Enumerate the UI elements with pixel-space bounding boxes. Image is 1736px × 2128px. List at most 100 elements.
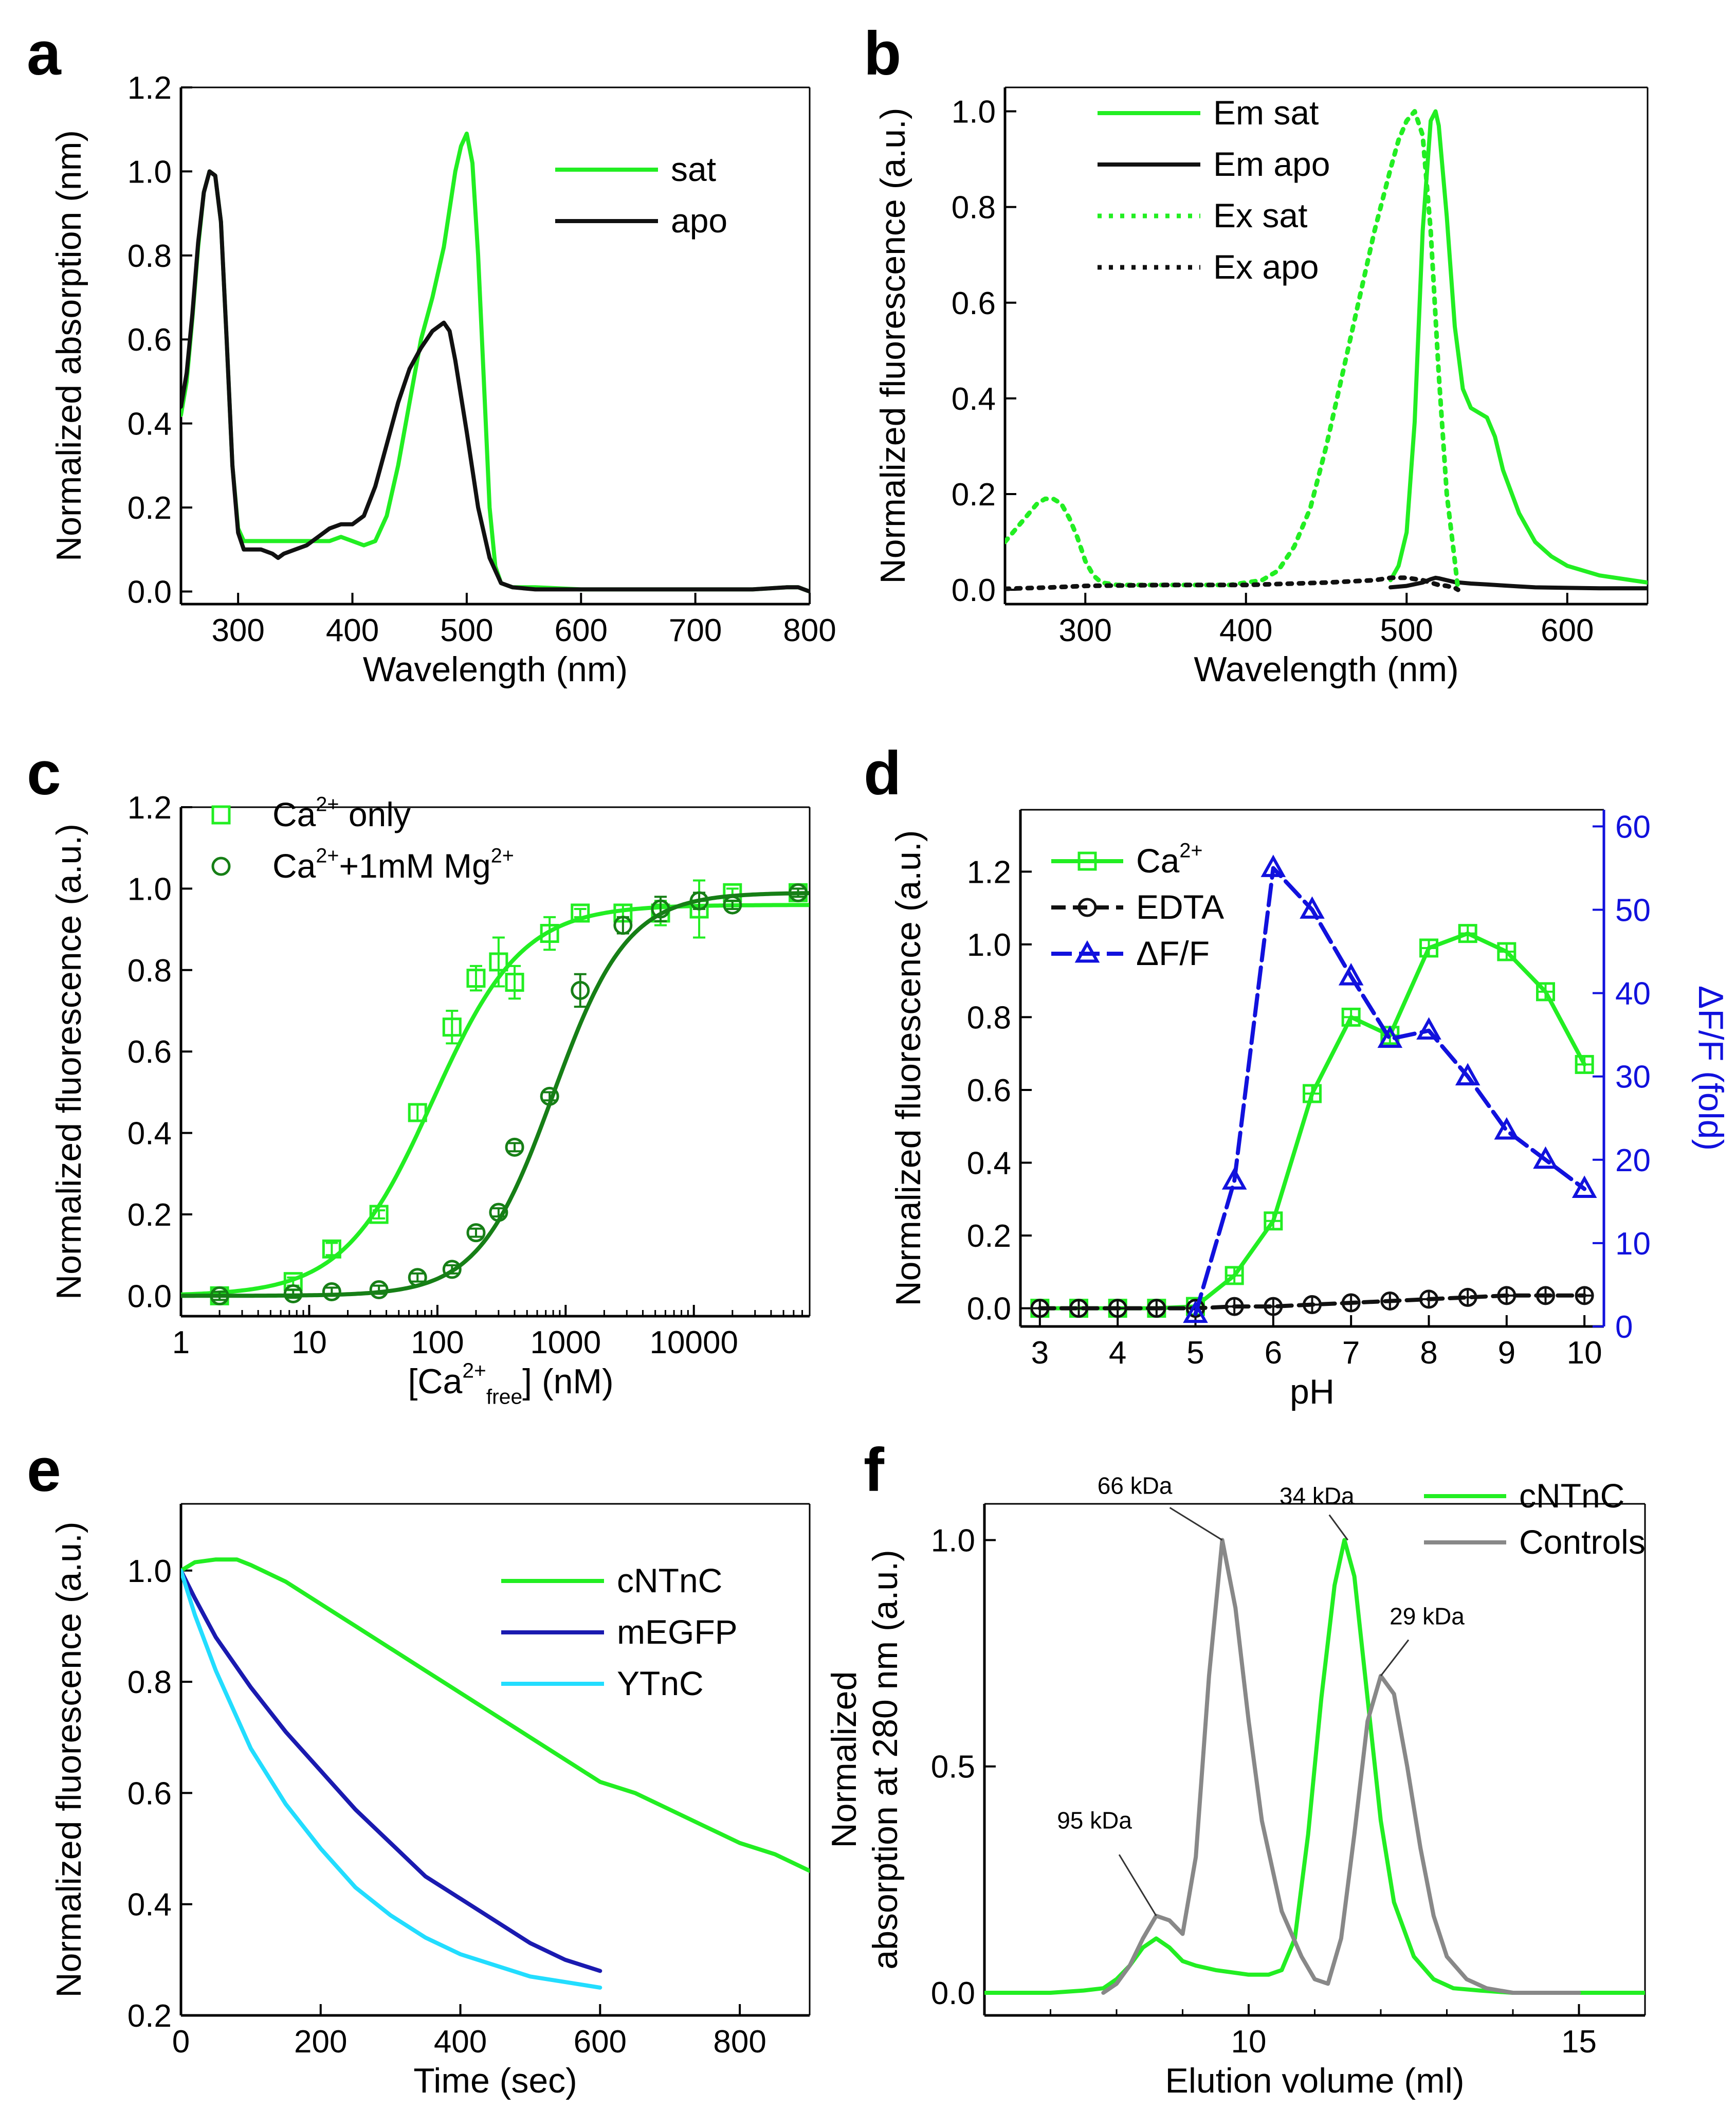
x-tick-label: 10 bbox=[1567, 1335, 1602, 1371]
right-tick-label: 20 bbox=[1615, 1143, 1651, 1178]
y-axis-title: Normalized absorption (nm) bbox=[49, 130, 88, 561]
series-line bbox=[1101, 1538, 1581, 1995]
y-tick-label: 0.0 bbox=[127, 574, 172, 610]
series-edta bbox=[1030, 1286, 1594, 1318]
right-tick-label: 40 bbox=[1615, 976, 1651, 1012]
data-point bbox=[505, 1137, 524, 1157]
x-tick-label: 9 bbox=[1498, 1335, 1515, 1371]
y-tick-label: 0.6 bbox=[967, 1073, 1011, 1108]
panel-letter: f bbox=[864, 1435, 885, 1504]
data-point bbox=[1416, 1017, 1441, 1040]
data-point bbox=[540, 924, 559, 943]
text-span: only bbox=[339, 795, 411, 833]
text-span: 2+ bbox=[462, 1358, 486, 1382]
y-axis-title: Normalized fluorescence (a.u.) bbox=[873, 108, 912, 584]
data-point bbox=[1147, 1299, 1166, 1318]
legend-marker bbox=[211, 805, 231, 825]
text-span: Ca bbox=[272, 847, 316, 885]
x-axis-title: Elution volume (ml) bbox=[1165, 2061, 1465, 2100]
series-line bbox=[1005, 575, 1460, 592]
y-tick-label: 0.8 bbox=[967, 1000, 1011, 1035]
legend-label: Ex apo bbox=[1213, 248, 1319, 286]
legend-label: ΔF/F bbox=[1136, 934, 1210, 972]
x-tick-label: 800 bbox=[713, 2024, 766, 2060]
data-point bbox=[1069, 1299, 1088, 1318]
y-tick-label: 0.6 bbox=[127, 322, 172, 358]
data-point bbox=[571, 903, 590, 923]
y-tick-label: 0.4 bbox=[127, 1887, 172, 1923]
legend-label: apo bbox=[671, 202, 727, 240]
data-point bbox=[442, 1017, 462, 1037]
data-point bbox=[540, 1086, 559, 1106]
right-axis-title: ΔF/F (fold) bbox=[1691, 986, 1730, 1151]
series-line bbox=[1388, 575, 1648, 591]
data-point bbox=[1341, 1293, 1361, 1313]
y-tick-label: 1.0 bbox=[127, 154, 172, 190]
y-axis-title: Normalized fluorescence (a.u.) bbox=[49, 1522, 88, 1998]
text-span: [Ca bbox=[408, 1362, 463, 1401]
text-span: free bbox=[486, 1385, 522, 1408]
data-point bbox=[689, 891, 709, 911]
y-tick-label: 0.8 bbox=[952, 190, 996, 226]
annotation-label: 34 kDa bbox=[1280, 1482, 1355, 1509]
legend-label: Ca2+ bbox=[1136, 839, 1203, 880]
y-tick-label: 0.8 bbox=[127, 953, 172, 989]
x-tick-label: 700 bbox=[669, 613, 722, 648]
x-tick-label: 5 bbox=[1186, 1335, 1204, 1371]
data-point bbox=[489, 952, 508, 972]
legend-label: sat bbox=[671, 150, 716, 188]
data-point bbox=[1341, 1007, 1361, 1027]
series-ytnc bbox=[181, 1568, 602, 1990]
y-axis-title: Normalized fluorescence (a.u.) bbox=[889, 830, 928, 1306]
legend-label: cNTnC bbox=[617, 1561, 722, 1599]
annotation-leader bbox=[1328, 1514, 1348, 1541]
series-cntnc bbox=[181, 1557, 810, 1873]
x-tick-label: 3 bbox=[1031, 1335, 1049, 1371]
y-tick-label: 0.4 bbox=[127, 1116, 172, 1152]
right-tick-label: 60 bbox=[1615, 809, 1651, 845]
data-point bbox=[1536, 1286, 1555, 1305]
panel-e: e 0 200 400 600 800 0.2 0.4 0.6 0.8 1.0 Time (sec) N… bbox=[27, 1435, 811, 2100]
x-axis-title: Time (sec) bbox=[413, 2061, 577, 2100]
series-line bbox=[1005, 109, 1460, 592]
series-line bbox=[1193, 866, 1587, 1316]
series-em-sat bbox=[1388, 109, 1648, 585]
y-tick-label: 0.8 bbox=[127, 1665, 172, 1700]
right-tick-label: 50 bbox=[1615, 893, 1651, 929]
x-tick-label: 1 bbox=[172, 1325, 190, 1360]
x-tick-label: 400 bbox=[326, 613, 379, 648]
data-point bbox=[408, 1268, 427, 1287]
y-tick-label: 0.2 bbox=[127, 1197, 172, 1233]
annotation-label: 29 kDa bbox=[1390, 1603, 1465, 1630]
series-line bbox=[181, 169, 810, 594]
data-point bbox=[369, 1280, 389, 1300]
data-point bbox=[1183, 1300, 1208, 1323]
y-tick-label: 0.2 bbox=[127, 1998, 172, 2034]
data-point bbox=[1494, 1117, 1520, 1140]
y-tick-label: 0.6 bbox=[127, 1034, 172, 1070]
data-point bbox=[723, 895, 742, 915]
data-point bbox=[1536, 982, 1555, 1002]
data-point bbox=[1458, 1287, 1477, 1307]
legend-label: mEGFP bbox=[617, 1613, 738, 1651]
data-point bbox=[466, 1223, 486, 1243]
data-point bbox=[1455, 1063, 1481, 1086]
x-tick-label: 600 bbox=[555, 613, 608, 648]
data-point bbox=[1264, 1211, 1283, 1231]
data-point bbox=[283, 1284, 303, 1303]
data-point bbox=[1380, 1291, 1400, 1311]
data-point bbox=[651, 899, 670, 919]
series-cntnc bbox=[984, 1538, 1645, 1995]
legend: Em sat Em apo Ex sat Ex apo bbox=[1098, 94, 1330, 286]
y-tick-label: 1.0 bbox=[952, 95, 996, 130]
data-point bbox=[1264, 1297, 1283, 1316]
data-point bbox=[1497, 942, 1516, 961]
legend-label: Ca2++1mM Mg2+ bbox=[272, 844, 514, 885]
data-point bbox=[1108, 1299, 1127, 1318]
data-point bbox=[1186, 1299, 1205, 1318]
data-point bbox=[613, 916, 633, 935]
y-axis-title: Normalized bbox=[825, 1671, 864, 1848]
data-point bbox=[1419, 1289, 1438, 1309]
panel-f: f 10 15 0.0 0.5 1.0 Elution volume (ml) Normali… bbox=[825, 1435, 1646, 2100]
